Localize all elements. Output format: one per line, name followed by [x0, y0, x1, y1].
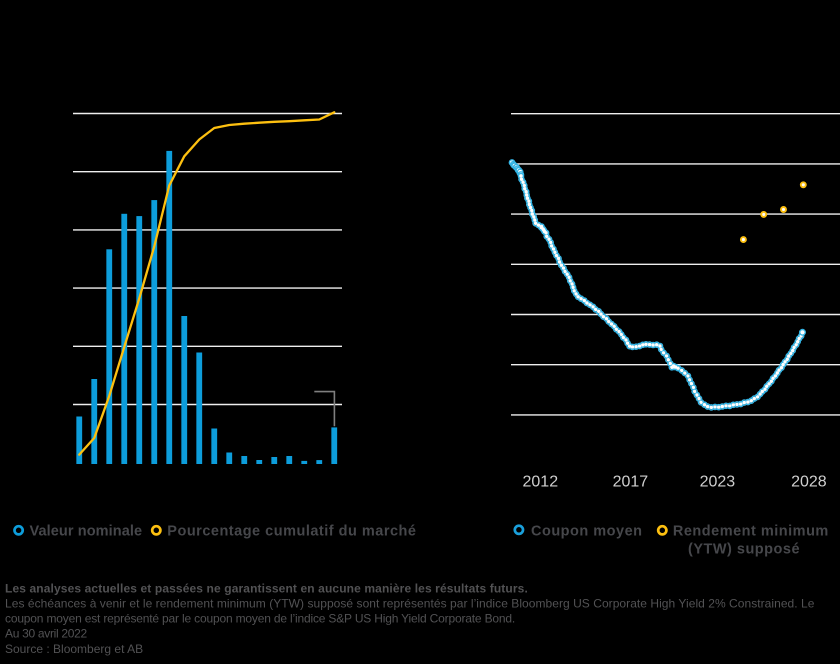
svg-text:coupon moyen est représenté pa: coupon moyen est représenté par le coupo…	[5, 612, 515, 626]
svg-text:Source : Bloomberg et AB: Source : Bloomberg et AB	[5, 642, 143, 656]
svg-text:Rendement minimum: Rendement minimum	[673, 523, 829, 539]
svg-text:2017: 2017	[613, 474, 649, 491]
svg-text:Au 30 avril 2022: Au 30 avril 2022	[5, 627, 88, 641]
svg-text:Valeur nominale: Valeur nominale	[30, 523, 143, 539]
svg-text:2028: 2028	[791, 474, 827, 491]
svg-text:2023: 2023	[700, 474, 736, 491]
svg-text:Pourcentage cumulatif du march: Pourcentage cumulatif du marché	[167, 523, 416, 539]
svg-text:Les échéances à venir et le re: Les échéances à venir et le rendement mi…	[5, 597, 815, 611]
svg-text:Les analyses actuelles et pass: Les analyses actuelles et passées ne gar…	[5, 582, 528, 596]
svg-text:2012: 2012	[523, 474, 559, 491]
svg-text:(YTW) supposé: (YTW) supposé	[688, 542, 800, 558]
svg-text:Coupon moyen: Coupon moyen	[531, 523, 643, 539]
